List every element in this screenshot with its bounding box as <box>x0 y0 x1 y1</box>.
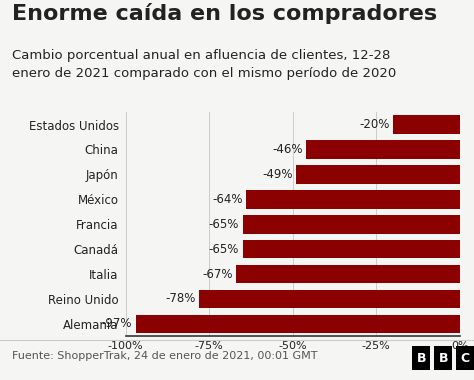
Bar <box>136 315 460 333</box>
Text: -64%: -64% <box>212 193 243 206</box>
Bar <box>243 215 460 234</box>
Text: -49%: -49% <box>262 168 292 181</box>
Text: Enorme caída en los compradores: Enorme caída en los compradores <box>12 3 437 24</box>
Text: C: C <box>460 352 470 365</box>
Bar <box>236 265 460 283</box>
Bar <box>246 190 460 209</box>
Text: -46%: -46% <box>272 143 303 156</box>
Text: -97%: -97% <box>102 317 132 330</box>
Text: B: B <box>438 352 448 365</box>
Text: -65%: -65% <box>209 218 239 231</box>
Bar <box>306 140 460 159</box>
Text: -67%: -67% <box>202 268 233 280</box>
Text: -78%: -78% <box>165 293 196 306</box>
Text: -20%: -20% <box>359 118 390 131</box>
Bar <box>199 290 460 308</box>
FancyBboxPatch shape <box>456 346 474 370</box>
Bar <box>296 165 460 184</box>
Bar <box>393 115 460 134</box>
FancyBboxPatch shape <box>412 346 430 370</box>
FancyBboxPatch shape <box>434 346 452 370</box>
Text: Cambio porcentual anual en afluencia de clientes, 12-28
enero de 2021 comparado : Cambio porcentual anual en afluencia de … <box>12 49 396 80</box>
Text: B: B <box>417 352 426 365</box>
Text: -65%: -65% <box>209 242 239 256</box>
Bar <box>243 240 460 258</box>
Text: Fuente: ShopperTrak, 24 de enero de 2021, 00:01 GMT: Fuente: ShopperTrak, 24 de enero de 2021… <box>12 351 318 361</box>
